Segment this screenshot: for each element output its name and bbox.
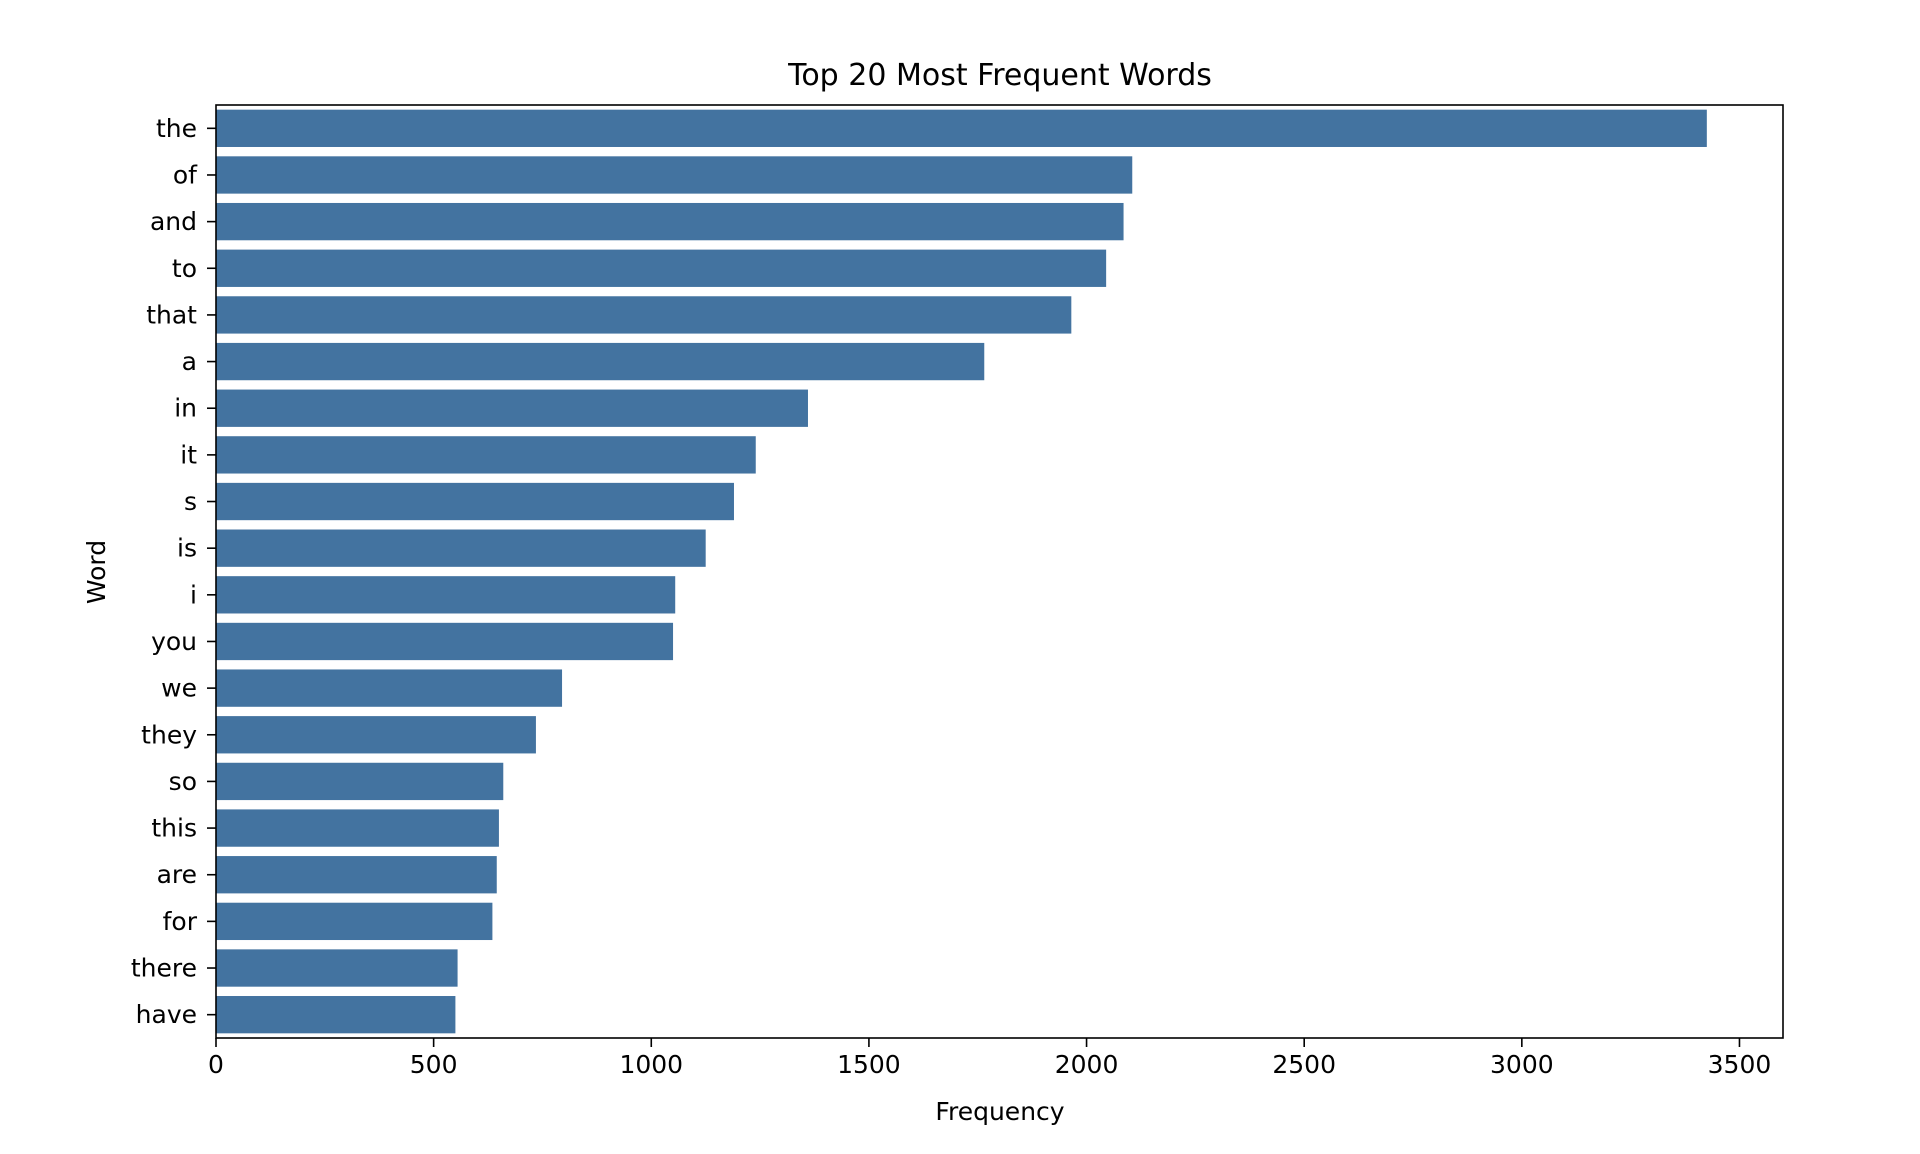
x-tick-label: 1000	[619, 1050, 683, 1079]
bars-layer	[216, 109, 1707, 1034]
bar-this	[216, 809, 499, 847]
x-tick-label: 1500	[837, 1050, 901, 1079]
y-tick-label: i	[190, 580, 197, 609]
y-tick-label: are	[157, 860, 197, 889]
y-tick-label: you	[151, 627, 197, 656]
bar-for	[216, 902, 493, 941]
x-tick-label: 3500	[1708, 1050, 1772, 1079]
y-tick-label: a	[182, 347, 197, 376]
chart-title: Top 20 Most Frequent Words	[787, 58, 1212, 93]
bar-so	[216, 762, 504, 801]
y-tick-label: it	[180, 440, 197, 469]
y-tick-label: there	[131, 954, 197, 983]
x-axis-label: Frequency	[935, 1097, 1064, 1126]
y-tick-label: they	[141, 720, 197, 749]
x-tick-label: 0	[208, 1050, 224, 1079]
bar-to	[216, 249, 1107, 287]
bar-and	[216, 202, 1124, 241]
y-tick-label: have	[136, 1000, 197, 1029]
bar-that	[216, 296, 1072, 334]
y-tick-label: of	[173, 160, 198, 189]
bar-have	[216, 996, 456, 1034]
bar-of	[216, 156, 1133, 194]
bar-s	[216, 482, 734, 521]
plot-frame	[215, 104, 1784, 1039]
y-axis: the of and to that a in it s is i you we they so this ar…	[131, 114, 216, 1029]
bar-there	[216, 949, 458, 987]
x-axis: 0 500 1000 1500 2000 2500 3000 3500	[208, 1038, 1771, 1079]
x-tick-label: 2500	[1272, 1050, 1336, 1079]
y-tick-label: this	[151, 814, 197, 843]
y-tick-label: to	[172, 254, 197, 283]
y-tick-label: for	[163, 907, 198, 936]
y-tick-label: we	[161, 674, 197, 703]
bar-the	[216, 109, 1707, 147]
bar-i	[216, 576, 676, 614]
y-tick-label: the	[156, 114, 197, 143]
y-tick-label: is	[177, 534, 197, 563]
bar-they	[216, 716, 536, 754]
y-axis-label: Word	[82, 540, 111, 604]
y-tick-label: that	[146, 300, 197, 329]
bar-are	[216, 856, 497, 894]
y-tick-label: and	[150, 207, 197, 236]
y-tick-label: s	[184, 487, 197, 516]
bar-we	[216, 669, 563, 707]
x-tick-label: 500	[410, 1050, 458, 1079]
bar-you	[216, 622, 674, 661]
bar-in	[216, 389, 808, 427]
bar-it	[216, 436, 756, 474]
x-tick-label: 3000	[1490, 1050, 1554, 1079]
y-tick-label: so	[169, 767, 197, 796]
bar-is	[216, 529, 706, 567]
x-tick-label: 2000	[1055, 1050, 1119, 1079]
bar-a	[216, 342, 985, 381]
y-tick-label: in	[174, 394, 197, 423]
